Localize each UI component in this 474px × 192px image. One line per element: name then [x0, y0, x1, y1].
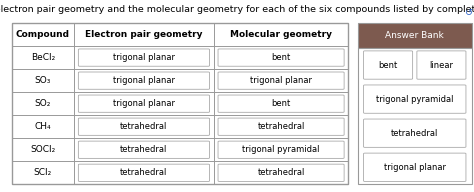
Text: tetrahedral: tetrahedral: [120, 145, 168, 154]
Text: Indicate the electron pair geometry and the molecular geometry for each of the s: Indicate the electron pair geometry and …: [0, 5, 474, 14]
Text: tetrahedral: tetrahedral: [391, 129, 438, 138]
Text: Molecular geometry: Molecular geometry: [230, 30, 332, 39]
Text: trigonal pyramidal: trigonal pyramidal: [376, 95, 454, 104]
FancyBboxPatch shape: [364, 119, 466, 147]
FancyBboxPatch shape: [218, 49, 344, 66]
FancyBboxPatch shape: [78, 95, 210, 112]
Text: bent: bent: [272, 53, 291, 62]
Text: SCl₂: SCl₂: [34, 168, 52, 177]
Text: ↺: ↺: [465, 8, 473, 18]
Text: Compound: Compound: [16, 30, 70, 39]
Bar: [358, 23, 472, 48]
Text: linear: linear: [429, 60, 454, 70]
Text: trigonal planar: trigonal planar: [113, 99, 175, 108]
Bar: [358, 48, 472, 184]
Text: tetrahedral: tetrahedral: [257, 122, 305, 131]
FancyBboxPatch shape: [364, 85, 466, 113]
Text: SOCl₂: SOCl₂: [30, 145, 55, 154]
FancyBboxPatch shape: [218, 72, 344, 89]
Text: BeCl₂: BeCl₂: [31, 53, 55, 62]
Text: tetrahedral: tetrahedral: [257, 168, 305, 177]
FancyBboxPatch shape: [218, 141, 344, 158]
Text: SO₂: SO₂: [35, 99, 51, 108]
FancyBboxPatch shape: [78, 118, 210, 135]
Text: CH₄: CH₄: [35, 122, 51, 131]
Text: trigonal planar: trigonal planar: [384, 163, 446, 172]
FancyBboxPatch shape: [78, 49, 210, 66]
Text: bent: bent: [272, 99, 291, 108]
FancyBboxPatch shape: [364, 51, 412, 79]
Text: bent: bent: [378, 60, 398, 70]
Bar: [12, 23, 348, 184]
Text: Electron pair geometry: Electron pair geometry: [85, 30, 203, 39]
FancyBboxPatch shape: [218, 95, 344, 112]
FancyBboxPatch shape: [78, 164, 210, 181]
FancyBboxPatch shape: [218, 118, 344, 135]
Text: trigonal pyramidal: trigonal pyramidal: [242, 145, 320, 154]
Text: trigonal planar: trigonal planar: [250, 76, 312, 85]
FancyBboxPatch shape: [417, 51, 466, 79]
Text: tetrahedral: tetrahedral: [120, 122, 168, 131]
FancyBboxPatch shape: [364, 153, 466, 181]
Text: Answer Bank: Answer Bank: [385, 31, 444, 40]
Text: trigonal planar: trigonal planar: [113, 53, 175, 62]
Text: SO₃: SO₃: [35, 76, 51, 85]
Text: trigonal planar: trigonal planar: [113, 76, 175, 85]
Text: tetrahedral: tetrahedral: [120, 168, 168, 177]
FancyBboxPatch shape: [78, 72, 210, 89]
FancyBboxPatch shape: [218, 164, 344, 181]
FancyBboxPatch shape: [78, 141, 210, 158]
